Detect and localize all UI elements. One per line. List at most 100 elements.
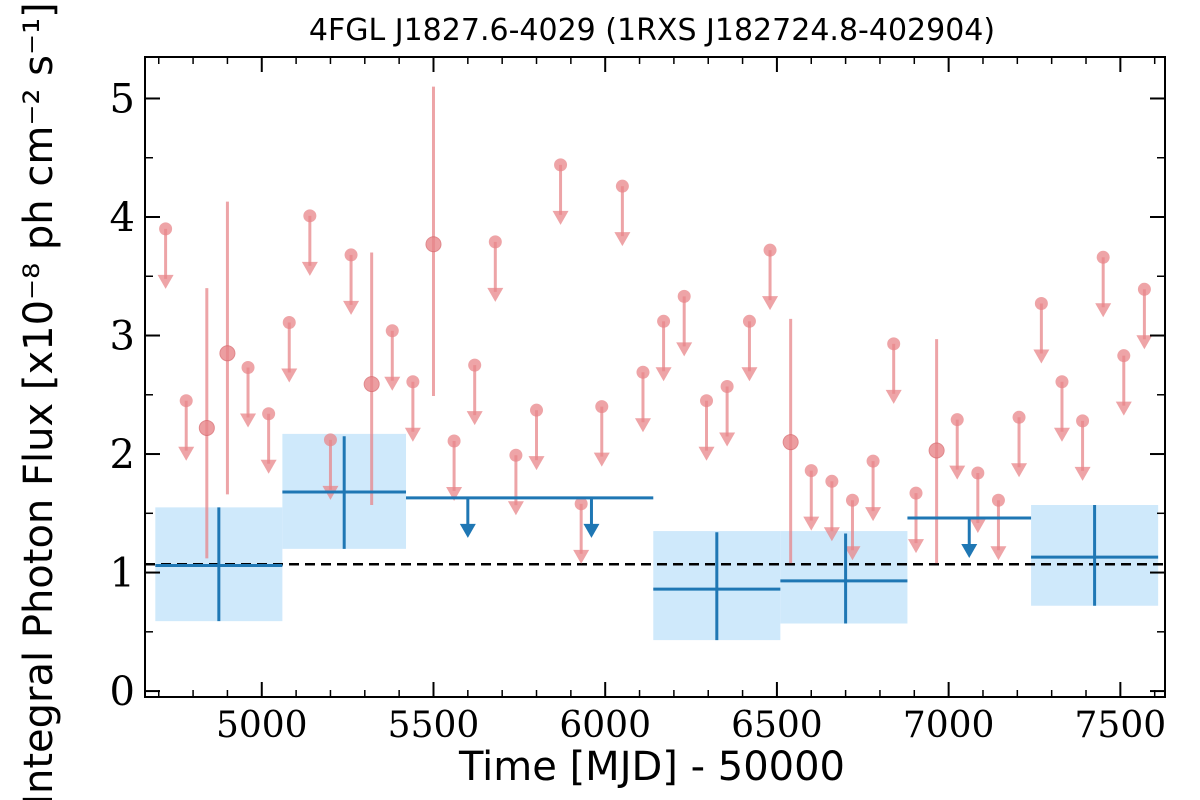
upper-limit-arrow-head — [803, 516, 820, 531]
upper-limit-arrow-head — [823, 527, 840, 542]
confidence-band — [780, 531, 908, 624]
upper-limit-arrow-head — [1095, 303, 1112, 318]
upper-limit-arrow-head — [1033, 349, 1050, 364]
y-axis-label: Integral Photon Flux [x10⁻⁸ ph cm⁻² s⁻¹] — [16, 2, 62, 800]
upper-limit-arrow-head — [1053, 427, 1070, 442]
y-tick-label: 3 — [110, 314, 135, 360]
upper-limit-point — [1012, 410, 1026, 424]
x-tick-label: 7500 — [1075, 705, 1167, 746]
upper-limit-arrow-head — [634, 418, 651, 433]
upper-limit-point — [344, 248, 358, 262]
upper-limit-point — [700, 394, 714, 408]
upper-limit-arrow-head — [655, 367, 672, 382]
upper-limit-arrow-head — [698, 446, 715, 461]
upper-limit-point — [1055, 375, 1069, 389]
upper-limit-point — [909, 486, 923, 500]
y-tick-label: 0 — [110, 669, 135, 715]
upper-limit-arrow-head — [844, 546, 861, 561]
upper-limit-arrow-head — [676, 342, 693, 357]
upper-limit-point — [804, 464, 818, 478]
upper-limit-point — [488, 235, 502, 249]
upper-limit-arrow-head — [466, 411, 483, 426]
upper-limit-point — [950, 413, 964, 427]
upper-limit-arrow-head — [990, 546, 1007, 561]
upper-limit-arrow-head — [240, 413, 257, 428]
upper-limit-point — [323, 433, 337, 447]
upper-limit-arrow-head — [343, 300, 360, 315]
x-tick-label: 6500 — [731, 705, 823, 746]
detection-point — [782, 434, 799, 451]
upper-limit-point — [1034, 297, 1048, 311]
upper-limit-point — [385, 324, 399, 338]
upper-limit-arrow-head — [865, 507, 882, 522]
upper-limit-point — [1137, 282, 1151, 296]
upper-limit-arrow-head — [885, 389, 902, 404]
upper-limit-arrow-head — [614, 232, 631, 247]
upper-limit-point — [179, 394, 193, 408]
long-upper-limit-arrow-head — [583, 523, 600, 538]
upper-limit-arrow-head — [949, 465, 966, 480]
upper-limit-point — [241, 361, 255, 375]
upper-limit-point — [677, 289, 691, 303]
upper-limit-point — [845, 493, 859, 507]
upper-limit-arrow-head — [1136, 335, 1153, 350]
upper-limit-point — [657, 314, 671, 328]
plot-frame — [144, 56, 1166, 698]
upper-limit-arrow-head — [719, 432, 736, 447]
upper-limit-point — [530, 403, 544, 417]
long-upper-limit-arrow-head — [961, 544, 978, 559]
upper-limit-arrow-head — [446, 487, 463, 501]
upper-limit-arrow-head — [552, 210, 569, 225]
detection-point — [425, 236, 442, 253]
x-axis-label: Time [MJD] - 50000 — [458, 744, 845, 790]
upper-limit-point — [636, 365, 650, 379]
upper-limit-arrow-head — [260, 459, 277, 474]
upper-limit-point — [887, 337, 901, 351]
upper-limit-point — [303, 209, 317, 223]
upper-limit-arrow-head — [507, 501, 524, 516]
upper-limit-point — [447, 434, 461, 448]
y-tick-label: 2 — [110, 432, 135, 478]
long-bin-points — [155, 436, 1159, 641]
y-tick-label: 1 — [110, 551, 135, 597]
upper-limit-arrow-head — [281, 368, 298, 383]
detection-point — [363, 376, 380, 393]
upper-limit-arrow-head — [1115, 401, 1132, 416]
upper-limit-arrow-head — [593, 452, 610, 467]
upper-limit-point — [554, 158, 568, 172]
upper-limit-arrow-head — [487, 287, 504, 302]
short-bin-points — [157, 86, 1153, 564]
upper-limit-point — [991, 493, 1005, 507]
upper-limit-arrow-head — [157, 274, 174, 289]
upper-limit-point — [825, 474, 839, 488]
upper-limit-arrow-head — [1074, 466, 1091, 481]
upper-limit-point — [468, 358, 482, 372]
upper-limit-arrow-head — [384, 376, 401, 391]
x-tick-label: 7000 — [903, 705, 995, 746]
long-upper-limit-arrow-head — [459, 523, 476, 538]
x-tick-label: 5500 — [388, 705, 480, 746]
upper-limit-arrow-head — [573, 549, 590, 564]
upper-limit-arrow-head — [1011, 463, 1028, 478]
upper-limit-arrow-head — [762, 296, 779, 311]
upper-limit-arrow-head — [404, 427, 421, 442]
y-axis-ticks: 0 1 2 3 4 5 — [110, 76, 1165, 715]
upper-limit-point — [720, 379, 734, 393]
upper-limit-point — [615, 179, 629, 193]
detection-point — [219, 345, 236, 362]
upper-limit-arrow-head — [908, 539, 925, 554]
upper-limit-arrow-head — [969, 519, 986, 533]
upper-limit-point — [866, 454, 880, 468]
upper-limit-point — [1096, 250, 1110, 264]
upper-limit-point — [595, 400, 609, 414]
upper-limit-arrow-head — [741, 367, 758, 382]
upper-limit-point — [159, 222, 173, 236]
upper-limit-arrow-head — [301, 261, 318, 276]
upper-limit-point — [509, 448, 523, 462]
upper-limit-point — [742, 314, 756, 328]
upper-limit-point — [1117, 349, 1131, 363]
upper-limit-point — [971, 466, 985, 480]
upper-limit-arrow-head — [528, 456, 545, 471]
chart-title: 4FGL J1827.6-4029 (1RXS J182724.8-402904… — [309, 13, 995, 48]
